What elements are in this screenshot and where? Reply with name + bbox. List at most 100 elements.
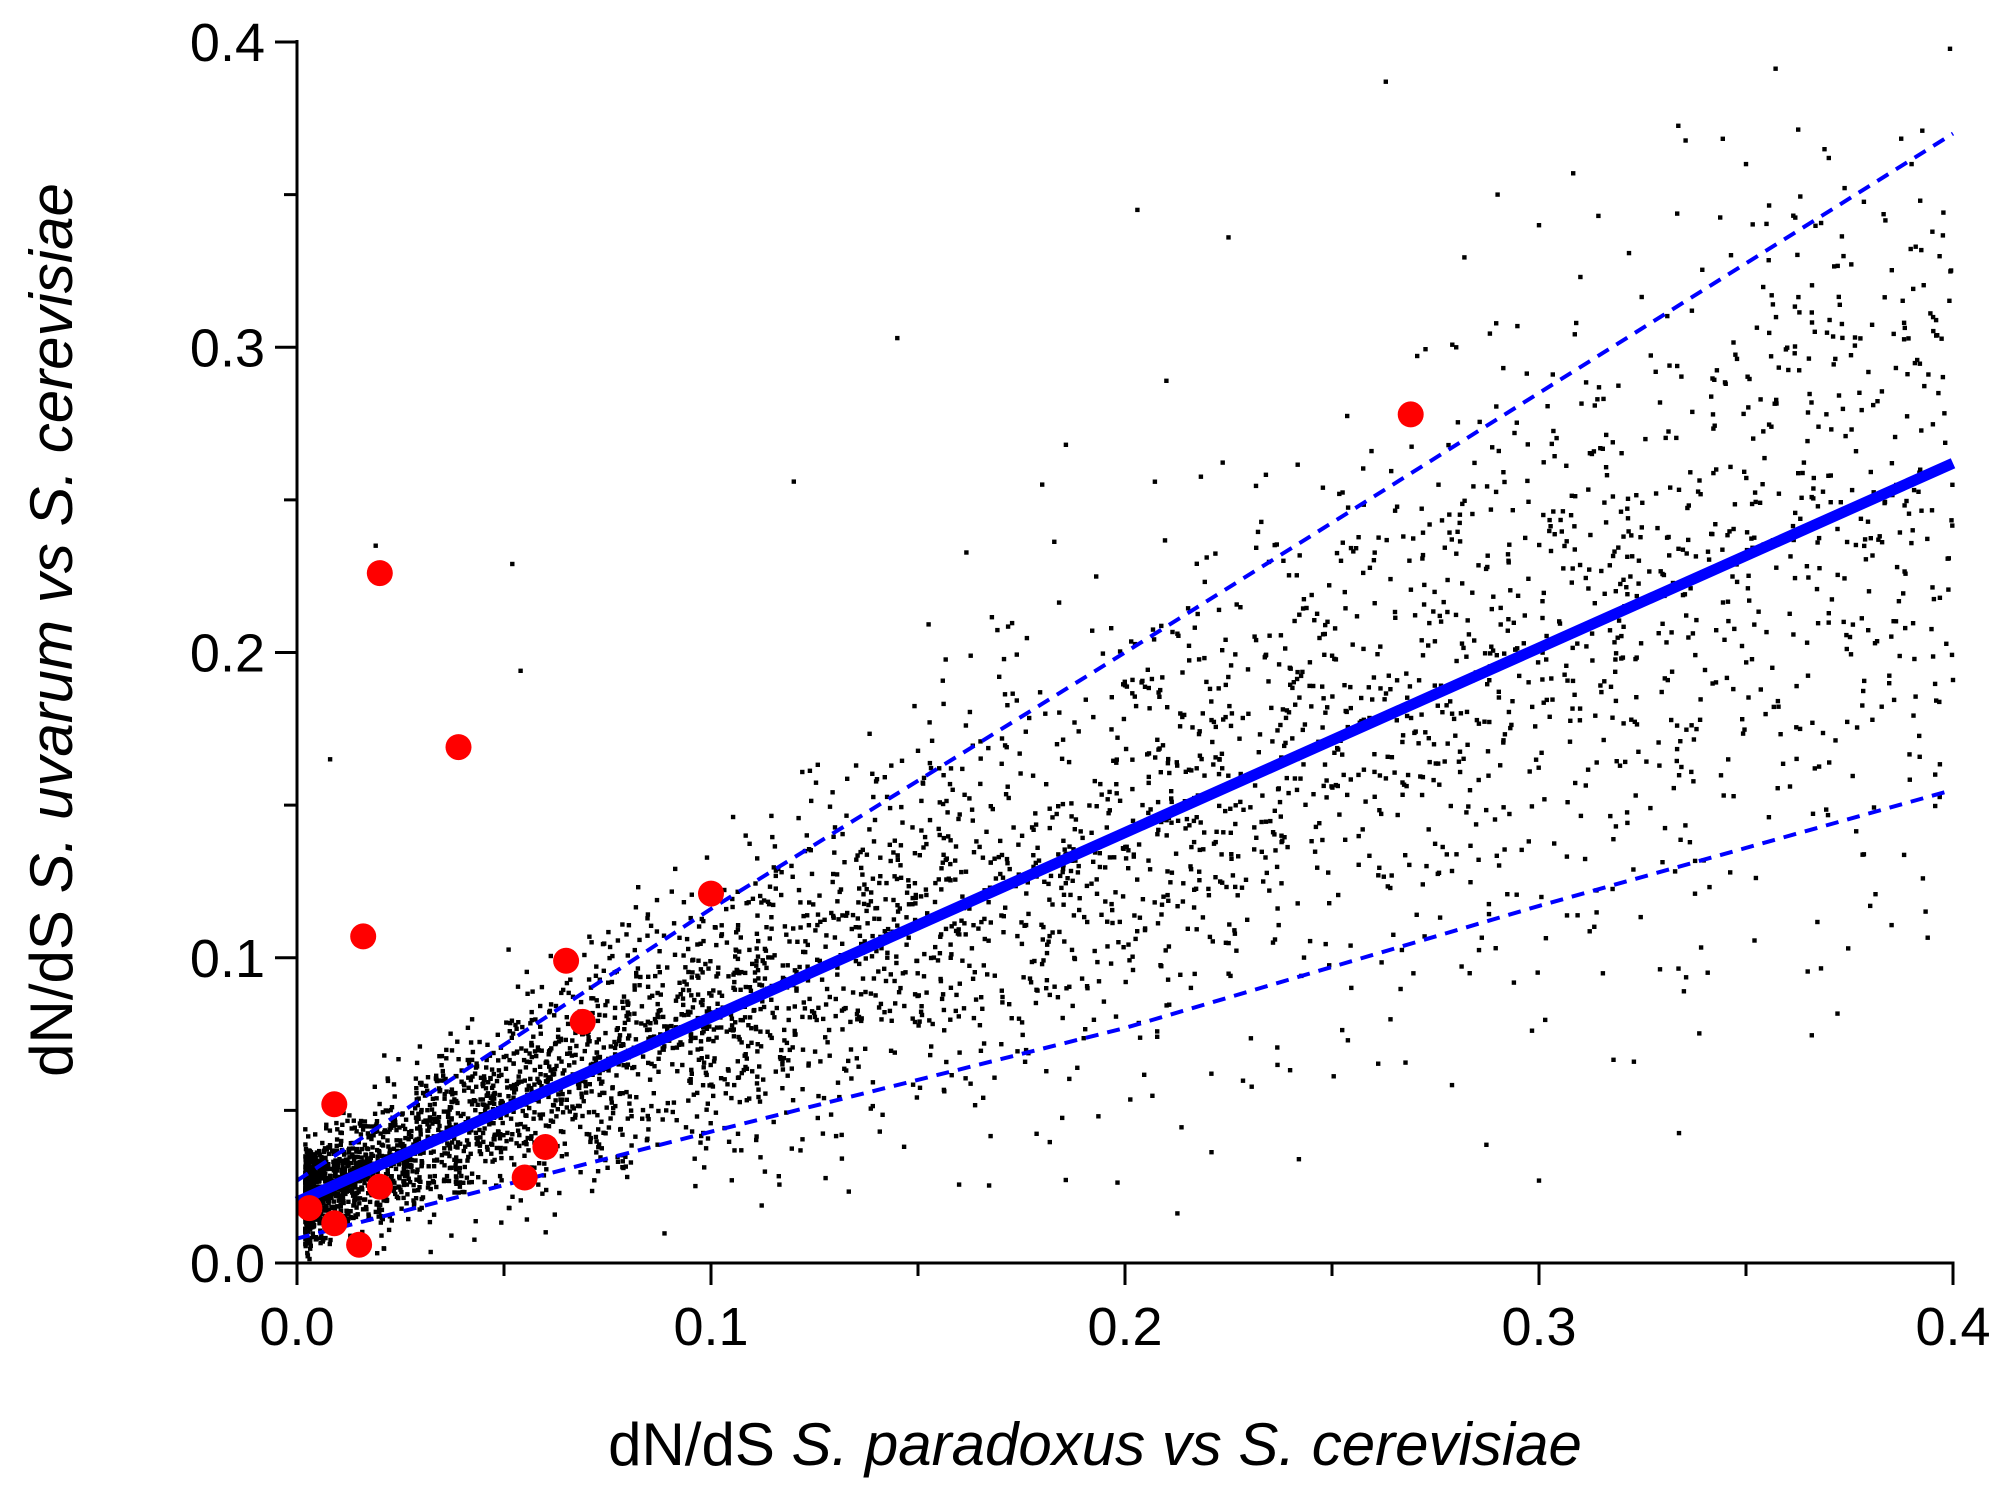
background-point [303,1243,308,1249]
background-point [910,895,915,901]
background-point [1494,404,1499,409]
background-point [1297,612,1302,617]
background-point [794,986,799,991]
background-point [670,1045,675,1051]
background-point [421,1090,426,1096]
background-point [1485,682,1490,687]
background-point [363,1204,369,1210]
background-point [446,1119,452,1124]
background-point [1854,829,1859,834]
background-point [1604,473,1610,478]
background-point [1513,647,1518,652]
background-point [1763,711,1768,717]
background-point [1876,537,1881,542]
highlight-points [296,401,1424,1258]
background-point [954,992,959,998]
background-point [353,1194,358,1199]
background-point [518,1198,523,1203]
background-point [586,1110,592,1115]
background-point [1512,430,1517,436]
background-point [307,1158,312,1163]
background-point [578,1124,583,1130]
background-point [494,1078,500,1084]
background-point [1314,611,1320,616]
background-point [1353,546,1359,551]
background-point [583,1083,588,1089]
background-point [1356,833,1361,839]
background-point [482,1179,487,1185]
background-point [1727,529,1732,534]
background-point [1573,494,1578,499]
background-point [1052,984,1057,989]
background-point [543,1060,548,1065]
background-point [981,1095,986,1100]
background-point [725,1067,731,1072]
background-point [1413,729,1418,734]
background-point [1879,704,1884,709]
background-point [1110,907,1115,913]
background-point [1726,757,1731,762]
background-point [1892,434,1898,440]
background-point [1169,799,1174,805]
background-point [369,1136,374,1142]
background-point [1747,598,1752,603]
background-point [919,1012,925,1018]
background-point [1427,620,1432,626]
background-point [510,1031,516,1036]
background-point [1530,704,1535,710]
background-point [754,1134,759,1139]
background-point [1056,852,1061,857]
background-point [339,1196,344,1202]
background-point [884,794,890,800]
background-point [1769,424,1774,429]
background-point [857,886,862,891]
background-point [762,961,767,966]
background-point [359,1146,364,1152]
background-point [1445,741,1450,746]
background-point [1449,537,1454,542]
background-point [673,1016,679,1022]
background-point [1767,330,1772,336]
background-point [579,1056,585,1061]
background-point [786,1058,791,1063]
background-point [1108,961,1114,966]
background-point [649,1061,654,1067]
background-point [732,979,737,985]
background-point [1427,759,1432,765]
background-point [1817,566,1822,571]
background-point [1674,435,1679,441]
background-point [590,1010,595,1016]
background-point [653,1020,659,1025]
background-point [1537,542,1542,548]
background-point [686,946,691,952]
background-point [526,1148,531,1153]
background-point [1676,966,1681,971]
background-point [1181,881,1186,886]
background-point [1693,652,1698,658]
background-point [1156,747,1161,752]
background-point [1340,1027,1345,1033]
background-point [491,1121,496,1126]
background-point [1435,871,1440,877]
background-point [1183,826,1188,831]
background-point [449,1233,454,1238]
background-point [902,1003,907,1009]
background-point [413,1115,419,1120]
background-point [1844,632,1849,638]
background-point [1403,853,1408,858]
background-point [1826,473,1831,478]
background-point [895,853,900,858]
background-point [375,1154,380,1159]
background-point [707,1083,712,1088]
background-point [1616,545,1621,550]
background-point [398,1187,403,1192]
background-point [1276,662,1282,667]
background-point [882,775,887,780]
background-point [738,935,743,940]
background-point [1060,866,1066,872]
background-point [661,933,667,938]
background-point [515,1122,520,1127]
background-point [765,899,771,904]
background-point [539,984,545,990]
background-point [1167,770,1172,776]
